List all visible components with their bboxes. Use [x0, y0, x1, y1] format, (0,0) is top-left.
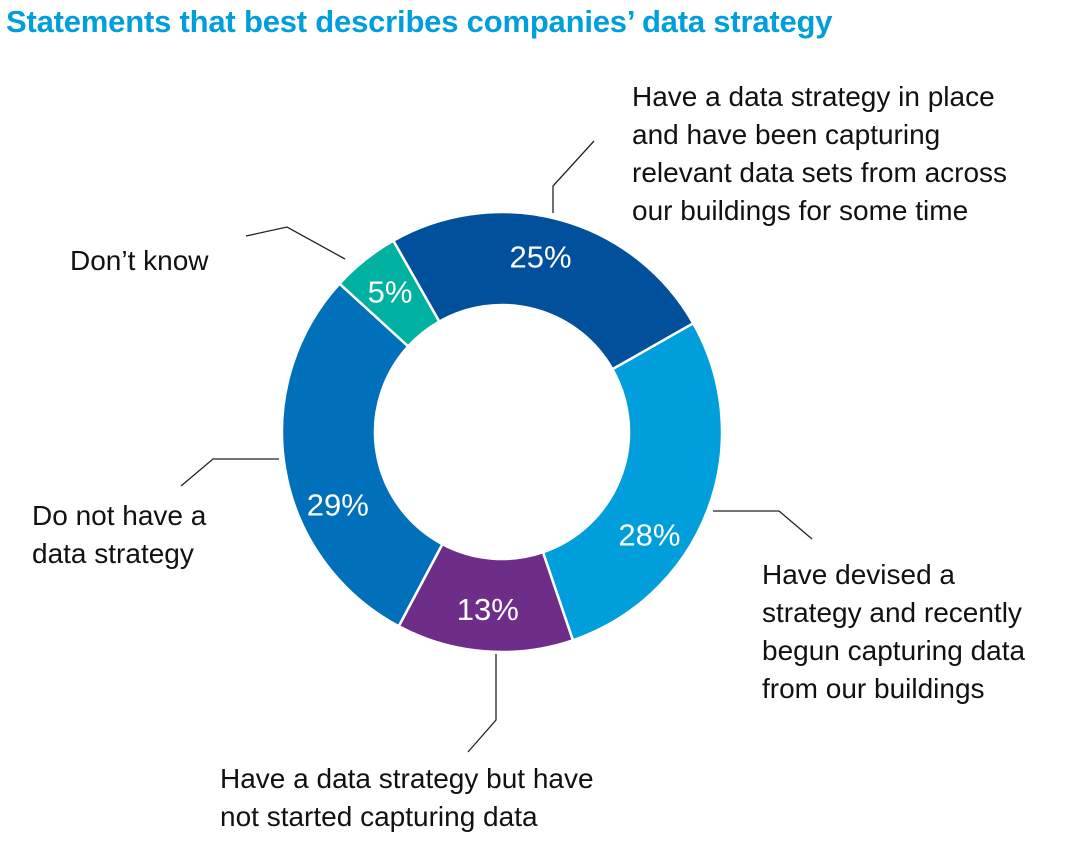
data-label-in-place: 25%	[510, 240, 572, 275]
donut-slice-none	[280, 281, 445, 628]
leader-line-none	[180, 458, 279, 487]
label-line: Have devised a	[762, 559, 956, 590]
donut-slice-devised	[541, 321, 724, 642]
data-label-none: 29%	[307, 487, 369, 522]
label-not-started: Have a data strategy but have not starte…	[220, 760, 594, 836]
leader-line-dont-know	[245, 226, 346, 260]
label-line: our buildings for some time	[632, 195, 969, 226]
donut-slice-dont-know	[337, 239, 441, 349]
label-line: relevant data sets from across	[632, 157, 1008, 188]
label-line: and have been capturing	[632, 119, 941, 150]
data-label-dont-know: 5%	[368, 275, 413, 310]
donut-slice-in-place	[391, 210, 695, 371]
leader-line-in-place	[552, 140, 595, 213]
leader-line-devised	[713, 510, 813, 540]
data-label-not-started: 13%	[457, 592, 519, 627]
label-devised: Have devised a strategy and recently beg…	[762, 556, 1025, 708]
data-label-devised: 28%	[618, 517, 680, 552]
label-line: not started capturing data	[220, 801, 538, 832]
label-line: from our buildings	[762, 673, 985, 704]
label-line: Do not have a	[32, 500, 207, 531]
label-line: strategy and recently	[762, 597, 1022, 628]
label-dont-know: Don’t know	[70, 242, 209, 280]
label-line: begun capturing data	[762, 635, 1026, 666]
label-line: Don’t know	[70, 245, 209, 276]
label-line: data strategy	[32, 538, 194, 569]
label-line: Have a data strategy but have	[220, 763, 594, 794]
leader-line-not-started	[467, 654, 497, 753]
label-line: Have a data strategy in place	[632, 81, 995, 112]
chart-title: Statements that best describes companies…	[6, 4, 833, 39]
label-none: Do not have a data strategy	[32, 497, 206, 573]
label-in-place: Have a data strategy in place and have b…	[632, 78, 1007, 230]
